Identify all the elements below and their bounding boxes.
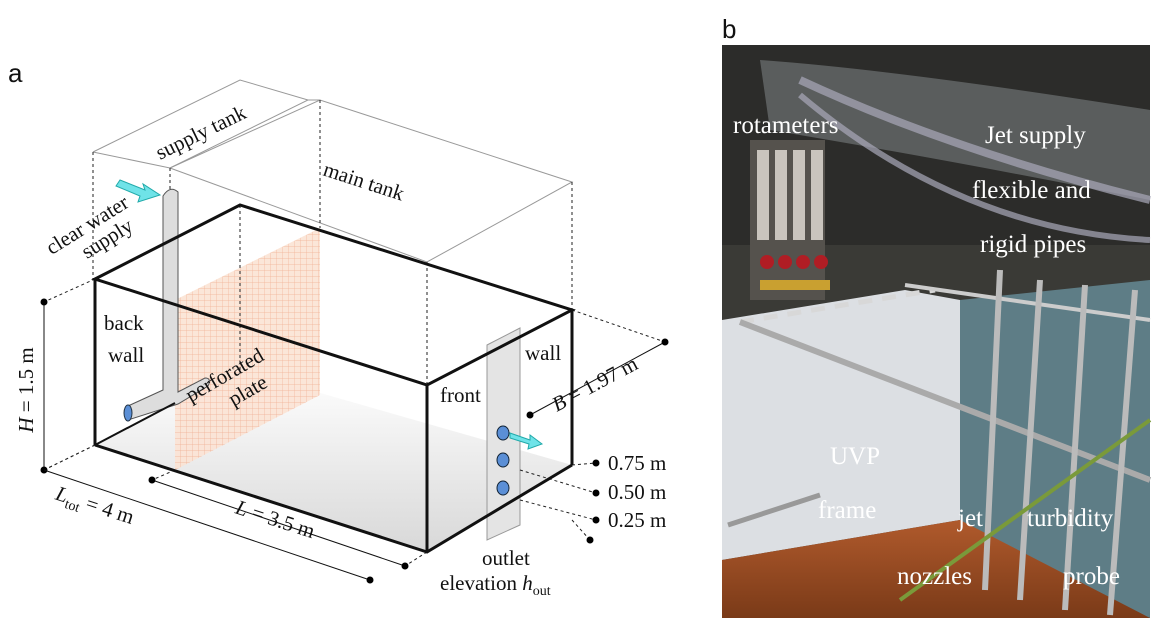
value: = 1.5 m — [14, 347, 38, 417]
photo-label: probe — [1063, 563, 1120, 590]
label-line: back — [104, 311, 144, 335]
clear-water-label: clear water supply — [41, 187, 148, 278]
back-wall-label: back wall — [104, 311, 149, 367]
pipe-outlet — [124, 405, 132, 421]
subscript: tot — [63, 497, 82, 516]
label-line: wall — [108, 343, 144, 367]
elevation-label: 0.50 m — [608, 480, 666, 504]
outlet-elevation-label: elevation hout — [440, 571, 551, 599]
wall-label: wall — [525, 341, 561, 365]
photo-label: rigid pipes — [980, 231, 1086, 258]
page: {"panel_a": {"label": "a", "supply_tank"… — [0, 0, 1154, 620]
photo-label: Jet supply — [985, 122, 1086, 149]
panel-b: b rotameters Jet supply — [722, 14, 1150, 618]
subscript: out — [533, 584, 551, 599]
photo-label: nozzles — [897, 563, 972, 590]
width-label: B = 1.97 m — [548, 351, 642, 416]
main-tank-label: main tank — [320, 157, 407, 206]
supply-tank-label: supply tank — [152, 100, 251, 164]
elevation-label: 0.75 m — [608, 451, 666, 475]
symbol: h — [522, 571, 533, 595]
photo-label: flexible and — [972, 177, 1091, 204]
photo-label: UVP — [830, 443, 880, 470]
photo-label: frame — [818, 497, 876, 524]
outlet-label: outlet — [482, 546, 530, 570]
text: elevation — [440, 571, 522, 595]
figure: a — [0, 0, 1154, 620]
height-label: H = 1.5 m — [14, 347, 38, 433]
photo-label: jet — [957, 505, 983, 532]
panel-label: b — [722, 14, 736, 44]
photo-label: rotameters — [733, 112, 839, 139]
panel-label: a — [8, 58, 23, 88]
panel-a: a — [8, 58, 669, 599]
photo-label: turbidity — [1027, 505, 1114, 532]
total-length-label: Ltot = 4 m — [51, 481, 138, 533]
value: = 4 m — [78, 489, 137, 529]
elevation-label: 0.25 m — [608, 508, 666, 532]
front-label: front — [440, 383, 481, 407]
